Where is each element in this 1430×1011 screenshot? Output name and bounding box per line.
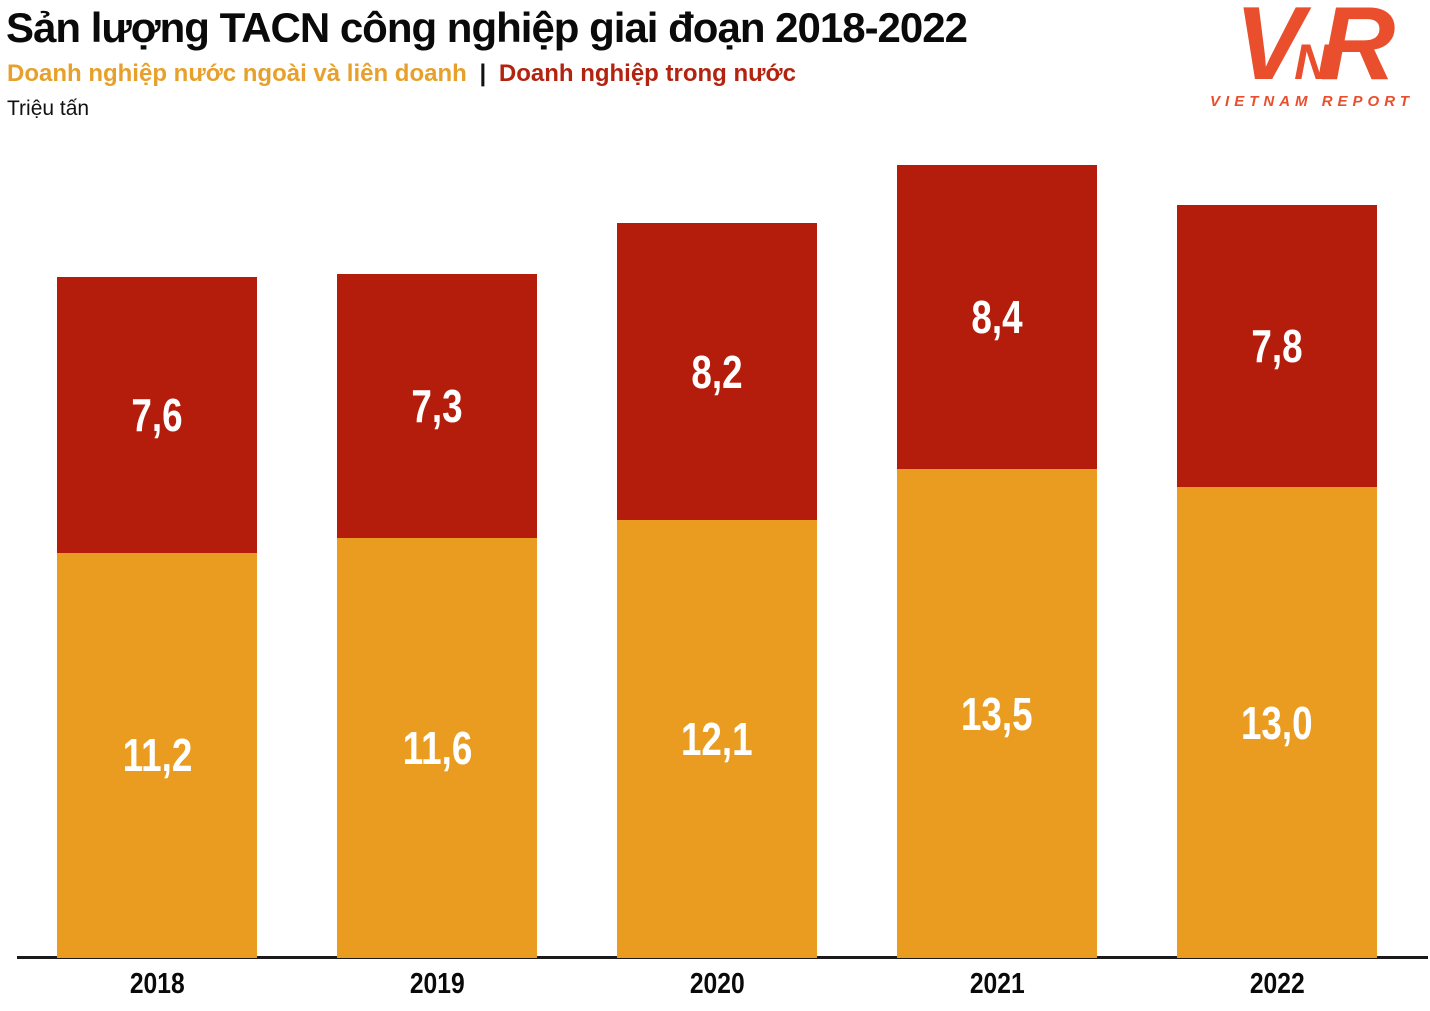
logo-vnr-icon: V N R <box>1198 0 1426 102</box>
bar-segment-foreign-2021: 13,5 <box>897 469 1097 958</box>
logo: V N R VIETNAM REPORT <box>1198 0 1426 111</box>
bar-segment-domestic-2021: 8,4 <box>897 165 1097 470</box>
bar-segment-foreign-2020: 12,1 <box>617 519 817 958</box>
bar-segment-foreign-2019: 11,6 <box>337 538 537 958</box>
bar-value-domestic-2019: 7,3 <box>411 379 463 432</box>
x-axis-label-2020: 2020 <box>689 968 745 1000</box>
x-axis-label-2019: 2019 <box>409 968 465 1000</box>
bar-value-foreign-2020: 12,1 <box>681 712 753 765</box>
bar-value-domestic-2022: 7,8 <box>1251 320 1303 373</box>
bar-segment-domestic-2018: 7,6 <box>57 277 257 553</box>
bar-value-foreign-2019: 11,6 <box>402 722 472 775</box>
bar-segment-foreign-2022: 13,0 <box>1177 487 1377 958</box>
bar-segment-domestic-2019: 7,3 <box>337 273 537 539</box>
bar-segment-foreign-2018: 11,2 <box>57 552 257 958</box>
bar-group-2018: 7,6 11,2 <box>57 277 257 958</box>
x-axis-label-2021: 2021 <box>969 968 1025 1000</box>
bar-value-domestic-2020: 8,2 <box>691 345 743 398</box>
bar-group-2019: 7,3 11,6 <box>337 273 537 958</box>
bar-segment-domestic-2020: 8,2 <box>617 223 817 520</box>
bar-group-2022: 7,8 13,0 <box>1177 205 1377 958</box>
bar-segment-domestic-2022: 7,8 <box>1177 205 1377 488</box>
bar-group-2021: 8,4 13,5 <box>897 165 1097 958</box>
x-axis-label-2018: 2018 <box>129 968 185 1000</box>
page-title: Sản lượng TACN công nghiệp giai đoạn 201… <box>6 4 968 51</box>
bar-value-domestic-2021: 8,4 <box>971 291 1023 344</box>
logo-letter-v: V <box>1234 0 1304 102</box>
bar-value-domestic-2018: 7,6 <box>131 389 183 441</box>
legend-domestic-label: Doanh nghiệp trong nước <box>498 60 796 87</box>
legend-separator: | <box>479 60 487 87</box>
unit-label: Triệu tấn <box>7 97 90 120</box>
bar-value-foreign-2018: 11,2 <box>122 729 192 782</box>
bar-value-foreign-2022: 13,0 <box>1241 696 1313 749</box>
legend-foreign-label: Doanh nghiệp nước ngoài và liên doanh <box>7 60 467 87</box>
x-axis-label-2022: 2022 <box>1249 968 1305 1000</box>
legend: Doanh nghiệp nước ngoài và liên doanh | … <box>7 60 796 88</box>
logo-wordmark: VIETNAM REPORT <box>1210 93 1414 111</box>
bar-value-foreign-2021: 13,5 <box>961 687 1033 740</box>
logo-letter-r: R <box>1320 0 1395 102</box>
bar-group-2020: 8,2 12,1 <box>617 223 817 958</box>
